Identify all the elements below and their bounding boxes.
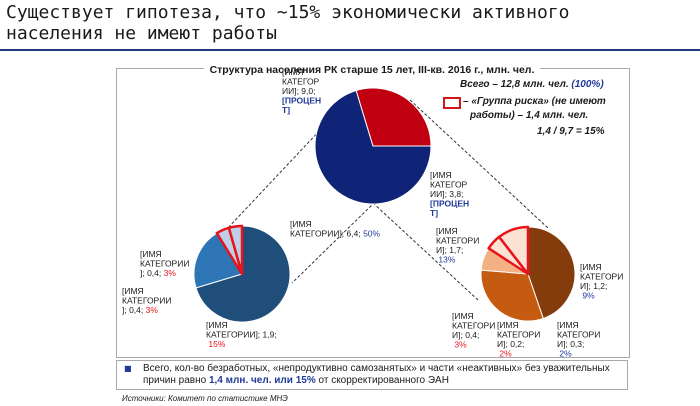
active-slice-3 bbox=[227, 224, 244, 276]
population-label-0-percent: [ПРОЦЕН bbox=[282, 96, 321, 106]
connector-right-bottom bbox=[372, 202, 479, 301]
inactive-label-3-line: И]; 0,2; bbox=[497, 339, 524, 349]
summary-bullet: ■ bbox=[124, 364, 132, 373]
population-slice-1 bbox=[355, 87, 432, 147]
summary-box bbox=[116, 360, 628, 390]
active-label-0-percent: 50% bbox=[361, 229, 381, 239]
inactive-label-4-line: КАТЕГОРИ bbox=[452, 321, 495, 331]
summary-highlight: 1,4 млн. чел. или 15% bbox=[208, 375, 316, 386]
title-underline bbox=[0, 49, 700, 51]
connector-lines bbox=[225, 99, 549, 301]
inactive-label-2-line: КАТЕГОРИ bbox=[557, 330, 600, 340]
pie-active-breakdown bbox=[193, 224, 291, 323]
inactive-label-1-line: [ИМЯ bbox=[580, 262, 602, 272]
inactive-label-0-line: И]; 1,7; bbox=[436, 245, 463, 255]
population-label-0-percent: Т] bbox=[282, 105, 290, 115]
inactive-label-0-percent: 13% bbox=[436, 255, 456, 265]
summary-text: Всего, кол-во безработных, «непродуктивн… bbox=[143, 363, 623, 387]
inactive-slice-1 bbox=[480, 269, 544, 322]
inactive-label-3-line: [ИМЯ bbox=[497, 320, 519, 330]
active-label-1-line: КАТЕГОРИИ]; 1,9; bbox=[206, 330, 277, 340]
active-label-2-line: ]; 0,4; bbox=[140, 268, 164, 278]
active-label-3: [ИМЯ КАТЕГОРИИ]; 0,4; 3% bbox=[122, 286, 171, 315]
slide-title: Существует гипотеза, что ~15% экономичес… bbox=[6, 2, 570, 44]
total-percent: (100%) bbox=[571, 79, 604, 90]
active-label-3-line: ]; 0,4; bbox=[122, 305, 146, 315]
risk-group-note-line1: – «Группа риска» (не имеют bbox=[463, 96, 606, 107]
active-label-3-percent: 3% bbox=[146, 305, 159, 315]
population-label-0-line: ИИ]; 9,0; bbox=[282, 86, 315, 96]
active-label-0-line: [ИМЯ bbox=[290, 219, 312, 229]
ratio-note: 1,4 / 9,7 = 15% bbox=[537, 126, 605, 137]
population-label-1-percent: [ПРОЦЕН bbox=[430, 199, 469, 209]
inactive-label-1: [ИМЯ КАТЕГОРИ И]; 1,2; 9% bbox=[580, 262, 623, 301]
population-slice-0 bbox=[314, 89, 432, 205]
chart-title: Структура населения РК старше 15 лет, II… bbox=[116, 58, 628, 77]
connector-left-top bbox=[225, 126, 324, 231]
inactive-label-4-line: [ИМЯ bbox=[452, 311, 474, 321]
risk-group-note-line2: работы) – 1,4 млн. чел. bbox=[470, 110, 589, 121]
inactive-label-1-percent: 9% bbox=[580, 291, 595, 301]
chart-title-text: Структура населения РК старше 15 лет, II… bbox=[203, 64, 541, 76]
inactive-label-3-line: КАТЕГОРИ bbox=[497, 330, 540, 340]
inactive-label-2-line: [ИМЯ bbox=[557, 320, 579, 330]
population-label-1-line: КАТЕГОР bbox=[430, 180, 468, 190]
inactive-slice-4 bbox=[497, 225, 530, 276]
risk-group-legend-swatch bbox=[443, 97, 461, 109]
total-text: Всего – 12,8 млн. чел. bbox=[460, 79, 572, 90]
population-label-0-line: КАТЕГОР bbox=[282, 77, 320, 87]
summary-part2: от скорректированного ЭАН bbox=[315, 375, 449, 386]
pie-inactive-breakdown bbox=[480, 225, 576, 322]
inactive-label-2: [ИМЯ КАТЕГОРИ И]; 0,3; 2% bbox=[557, 320, 600, 359]
total-note: Всего – 12,8 млн. чел. (100%) bbox=[460, 79, 604, 90]
inactive-label-4: [ИМЯ КАТЕГОРИ И]; 0,4; 3% bbox=[452, 311, 495, 350]
active-slice-1 bbox=[193, 232, 243, 289]
active-label-0-line: КАТЕГОРИИ]; 6,4; bbox=[290, 229, 361, 239]
inactive-label-1-line: И]; 1,2; bbox=[580, 281, 607, 291]
active-label-2: [ИМЯ КАТЕГОРИИ]; 0,4; 3% bbox=[140, 249, 189, 278]
active-label-1: [ИМЯ КАТЕГОРИИ]; 1,9; 15% bbox=[206, 320, 277, 349]
inactive-label-0: [ИМЯ КАТЕГОРИ И]; 1,7; 13% bbox=[436, 226, 479, 265]
source-note: Источники: Комитет по статистике МНЭ bbox=[122, 394, 288, 403]
inactive-label-0-line: КАТЕГОРИ bbox=[436, 236, 479, 246]
active-label-2-line: КАТЕГОРИИ bbox=[140, 259, 189, 269]
connector-right-top bbox=[409, 99, 549, 229]
population-label-1-line: ИИ]; 3,8; bbox=[430, 189, 463, 199]
inactive-label-1-line: КАТЕГОРИ bbox=[580, 272, 623, 282]
population-label-1-line: [ИМЯ bbox=[430, 170, 452, 180]
inactive-slice-0 bbox=[527, 226, 576, 320]
active-label-3-line: КАТЕГОРИИ bbox=[122, 296, 171, 306]
inactive-label-4-percent: 3% bbox=[452, 340, 467, 350]
active-label-2-line: [ИМЯ bbox=[140, 249, 162, 259]
connector-left-bottom bbox=[291, 201, 376, 284]
population-label-0: [ИМЯ КАТЕГОР ИИ]; 9,0; [ПРОЦЕН Т] bbox=[282, 67, 321, 115]
population-label-0-line: [ИМЯ bbox=[282, 67, 304, 77]
inactive-label-2-percent: 2% bbox=[557, 349, 572, 359]
inactive-label-0-line: [ИМЯ bbox=[436, 226, 458, 236]
inactive-label-2-line: И]; 0,3; bbox=[557, 339, 584, 349]
active-label-2-percent: 3% bbox=[164, 268, 177, 278]
inactive-label-4-line: И]; 0,4; bbox=[452, 330, 479, 340]
active-label-1-line: [ИМЯ bbox=[206, 320, 228, 330]
population-label-1: [ИМЯ КАТЕГОР ИИ]; 3,8; [ПРОЦЕН Т] bbox=[430, 170, 469, 218]
pie-population bbox=[314, 87, 432, 205]
summary-part1: Всего, кол-во безработных, «непродуктивн… bbox=[143, 363, 610, 386]
inactive-label-3: [ИМЯ КАТЕГОРИ И]; 0,2; 2% bbox=[497, 320, 540, 359]
population-label-1-percent: Т] bbox=[430, 208, 438, 218]
pie-labels: [ИМЯ КАТЕГОР ИИ]; 9,0; [ПРОЦЕН Т][ИМЯ КАТЕГОР… bbox=[122, 67, 623, 359]
inactive-label-3-percent: 2% bbox=[497, 349, 512, 359]
active-label-3-line: [ИМЯ bbox=[122, 286, 144, 296]
active-label-1-percent: 15% bbox=[206, 339, 226, 349]
active-label-0: [ИМЯ КАТЕГОРИИ]; 6,4; 50% bbox=[290, 219, 381, 239]
